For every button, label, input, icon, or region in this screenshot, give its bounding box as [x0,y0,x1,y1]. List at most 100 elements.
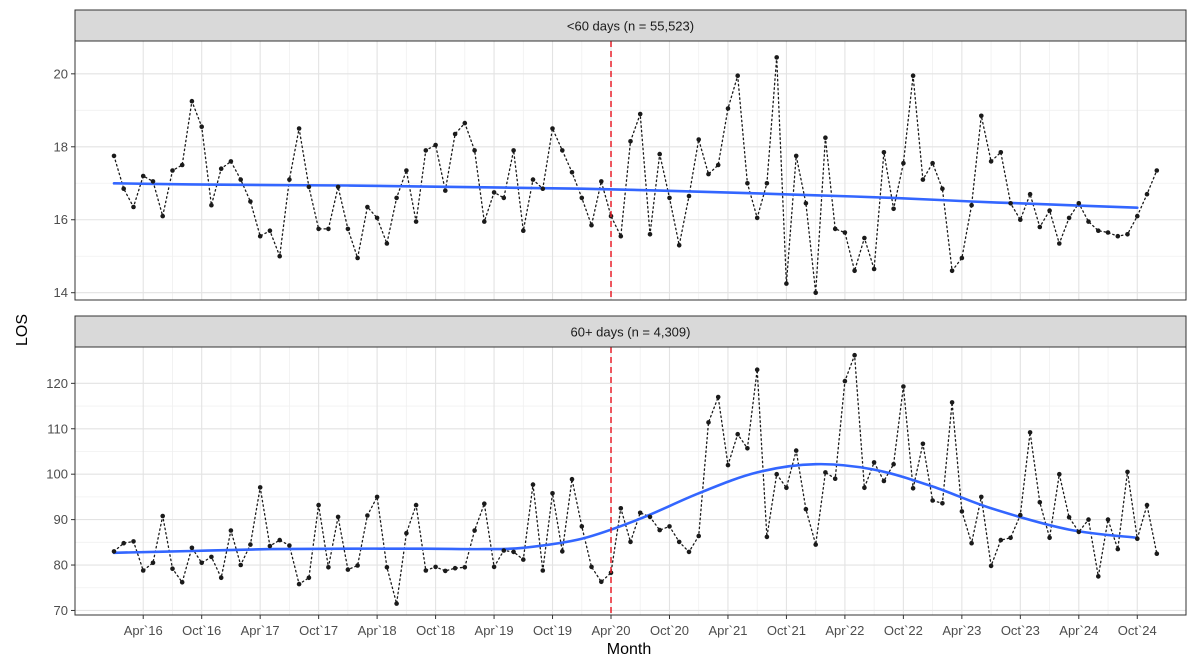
data-point [589,222,594,228]
data-point [910,486,916,491]
data-point [891,461,896,467]
data-point [1125,469,1130,475]
data-point [949,400,955,405]
data-point [248,199,253,204]
data-point [131,204,136,210]
data-point [355,255,360,261]
y-tick-label: 110 [47,421,68,436]
data-point [764,534,770,540]
data-point [842,230,848,235]
data-point [491,564,497,570]
data-point [862,485,867,491]
data-point [121,540,126,546]
x-tick-label: Apr`23 [942,623,981,638]
data-point [686,549,692,555]
y-tick-label: 14 [54,285,68,300]
data-point [998,537,1004,543]
data-point [209,554,214,560]
data-point [725,462,731,468]
data-point [988,159,994,164]
data-point [832,476,838,482]
data-point [160,513,165,519]
data-point [228,528,234,533]
data-point [813,290,818,296]
data-point [862,235,867,241]
data-point [696,137,701,142]
data-point [657,151,662,157]
data-point [949,268,955,274]
data-point [452,131,458,137]
data-point [501,195,507,201]
data-point [189,545,195,551]
data-point [1047,535,1052,541]
data-point [764,181,770,186]
data-point [413,219,419,224]
data-point [774,55,779,60]
data-point [813,542,818,547]
data-point [140,173,146,179]
trend-line [112,462,1139,555]
data-point [228,159,234,164]
data-point [715,162,721,168]
y-axis-title: LOS [14,314,31,346]
x-tick-label: Apr`21 [708,623,747,638]
data-point [959,509,965,514]
data-point [569,170,575,175]
y-tick-label: 18 [54,139,68,154]
x-tick-label: Apr`20 [591,623,630,638]
data-point [121,186,126,191]
data-point [170,566,175,571]
data-point [569,476,575,482]
data-point [1086,219,1091,224]
data-point [881,150,887,155]
data-point [131,539,136,544]
data-point [1076,201,1082,206]
data-point [754,367,760,373]
data-point [774,471,779,477]
x-tick-label: Oct`20 [650,623,689,638]
data-point [345,226,351,232]
data-point [901,160,906,166]
data-point [803,506,809,512]
data-point [345,567,351,572]
data-point [394,195,399,201]
data-point [560,549,565,554]
data-point [452,565,458,571]
data-point [530,482,536,487]
data-point [296,126,302,131]
data-point [657,527,662,533]
y-tick-label: 90 [54,512,68,527]
data-point [150,560,156,566]
data-point [667,195,672,201]
data-point [891,206,896,212]
data-point [735,73,740,78]
data-point [901,384,906,389]
data-point [1115,546,1121,552]
y-tick-label: 16 [54,212,68,227]
data-point [326,565,331,570]
data-point [179,162,185,168]
data-point [462,120,468,126]
x-tick-label: Oct`19 [533,623,572,638]
data-point [715,394,721,400]
data-point [852,268,857,274]
data-point [881,478,887,484]
data-point [257,485,263,490]
x-tick-label: Apr`24 [1059,623,1098,638]
data-point [647,514,653,520]
data-point [365,513,370,518]
data-point [988,563,994,569]
data-point [140,568,146,573]
y-tick-label: 80 [54,558,68,573]
data-point [930,498,935,503]
data-point [413,502,419,508]
data-point [170,168,175,173]
series-line [113,57,1158,293]
data-point [306,184,312,190]
data-point [404,530,409,536]
y-tick-label: 70 [54,603,68,618]
panel-border [74,346,1187,616]
data-point [725,106,731,111]
data-point [910,73,916,78]
